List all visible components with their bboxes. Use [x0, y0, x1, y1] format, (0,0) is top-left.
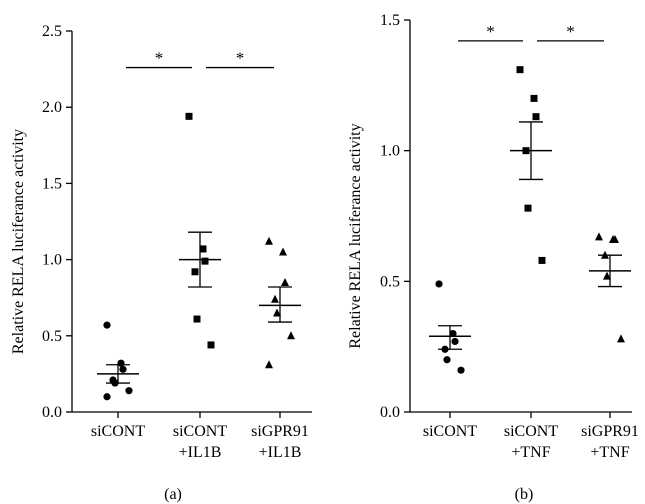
data-point-triangle [611, 235, 619, 244]
data-point-circle [119, 365, 127, 373]
x-tick-label: siGPR91 [251, 423, 309, 440]
data-point-square [185, 112, 193, 120]
data-point-triangle [279, 247, 287, 256]
y-tick-label: 0.5 [42, 328, 62, 345]
x-tick-label: siCONT [91, 423, 145, 440]
data-point-triangle [617, 334, 625, 343]
data-point-triangle [595, 232, 603, 241]
y-tick-label: 0.5 [380, 273, 400, 290]
y-tick-label: 2.5 [42, 23, 62, 40]
data-point-triangle [287, 331, 295, 340]
data-point-circle [103, 321, 111, 329]
data-point-square [207, 341, 215, 349]
y-tick-label: 0.0 [380, 404, 400, 421]
x-tick-label: +TNF [511, 444, 550, 461]
data-point-triangle [265, 360, 273, 369]
data-point-triangle [281, 277, 289, 286]
data-point-circle [443, 356, 451, 364]
y-axis-label: Relative RELA luciferance activity [347, 123, 364, 348]
panel-label: (b) [515, 486, 534, 503]
x-tick-label: siCONT [173, 423, 227, 440]
x-tick-label: siCONT [504, 423, 558, 440]
y-tick-label: 1.5 [380, 12, 400, 29]
x-tick-label: +TNF [590, 444, 629, 461]
x-tick-label: siCONT [423, 423, 477, 440]
x-tick-label: +IL1B [179, 444, 222, 461]
significance-label: * [155, 49, 164, 68]
data-point-square [516, 66, 524, 74]
panel-b: 0.0 0.5 1.0 1.5 Relative RELA luciferance ac… [347, 12, 639, 503]
data-point-square [524, 204, 532, 212]
significance-label: * [236, 49, 245, 68]
data-point-square [193, 315, 201, 323]
data-point-circle [125, 387, 133, 395]
data-point-circle [449, 330, 457, 338]
data-point-circle [435, 280, 443, 288]
data-point-triangle [271, 294, 279, 303]
data-point-circle [103, 393, 111, 401]
y-tick-label: 2.0 [42, 99, 62, 116]
data-point-square [199, 245, 207, 253]
data-point-square [532, 113, 540, 121]
data-point-triangle [603, 271, 611, 280]
data-point-square [201, 257, 209, 265]
data-point-square [191, 268, 199, 276]
y-tick-label: 1.0 [42, 252, 62, 269]
significance-label: * [566, 22, 575, 41]
data-point-triangle [273, 308, 281, 317]
y-axis-label: Relative RELA luciferance activity [10, 129, 27, 354]
data-point-circle [451, 337, 459, 346]
panel-label: (a) [164, 486, 182, 503]
x-tick-label: siGPR91 [581, 423, 639, 440]
y-tick-label: 0.0 [42, 404, 62, 421]
x-tick-label: +IL1B [259, 444, 302, 461]
panel-a: 0.0 0.5 1.0 1.5 2.0 2.5 Relative RELA lucifera… [10, 23, 312, 503]
data-point-circle [457, 366, 465, 374]
y-tick-label: 1.5 [42, 175, 62, 192]
significance-label: * [486, 22, 495, 41]
data-point-square [538, 256, 546, 264]
data-point-square [530, 94, 538, 102]
y-tick-label: 1.0 [380, 143, 400, 160]
data-point-triangle [265, 236, 273, 245]
